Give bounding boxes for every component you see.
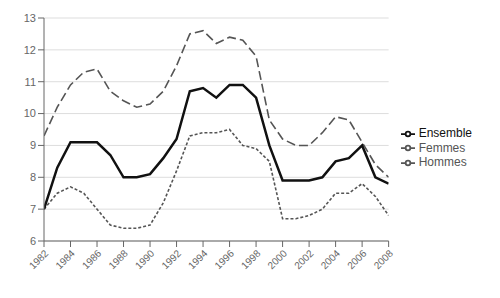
- svg-text:2004: 2004: [319, 247, 343, 271]
- svg-text:8: 8: [30, 171, 36, 183]
- svg-text:13: 13: [24, 12, 36, 24]
- svg-text:1998: 1998: [239, 247, 263, 271]
- svg-text:12: 12: [24, 44, 36, 56]
- svg-text:1986: 1986: [80, 247, 104, 271]
- svg-text:7: 7: [30, 203, 36, 215]
- svg-text:1994: 1994: [186, 247, 210, 271]
- svg-text:9: 9: [30, 139, 36, 151]
- svg-text:2002: 2002: [292, 247, 316, 271]
- html-text:Hommes: Hommes: [418, 155, 467, 170]
- svg-text:1982: 1982: [27, 247, 51, 271]
- html-text:Ensemble: Ensemble: [418, 125, 472, 140]
- svg-text:2006: 2006: [345, 247, 369, 271]
- svg-text:1984: 1984: [53, 247, 77, 271]
- svg-text:6: 6: [30, 235, 36, 247]
- svg-text:1996: 1996: [212, 247, 236, 271]
- svg-text:11: 11: [25, 76, 36, 88]
- svg-text:2000: 2000: [266, 247, 290, 271]
- svg-text:10: 10: [24, 107, 36, 119]
- svg-text:1990: 1990: [133, 247, 157, 271]
- svg-text:1988: 1988: [106, 247, 130, 271]
- svg-text:1992: 1992: [159, 247, 183, 271]
- svg-text:2008: 2008: [372, 247, 396, 271]
- html-text:Femmes: Femmes: [418, 140, 466, 155]
